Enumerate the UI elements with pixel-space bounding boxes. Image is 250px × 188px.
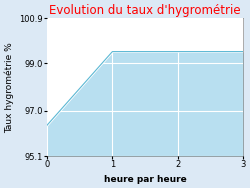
X-axis label: heure par heure: heure par heure: [104, 175, 186, 184]
Title: Evolution du taux d'hygrométrie: Evolution du taux d'hygrométrie: [49, 4, 241, 17]
Y-axis label: Taux hygrométrie %: Taux hygrométrie %: [4, 42, 14, 133]
